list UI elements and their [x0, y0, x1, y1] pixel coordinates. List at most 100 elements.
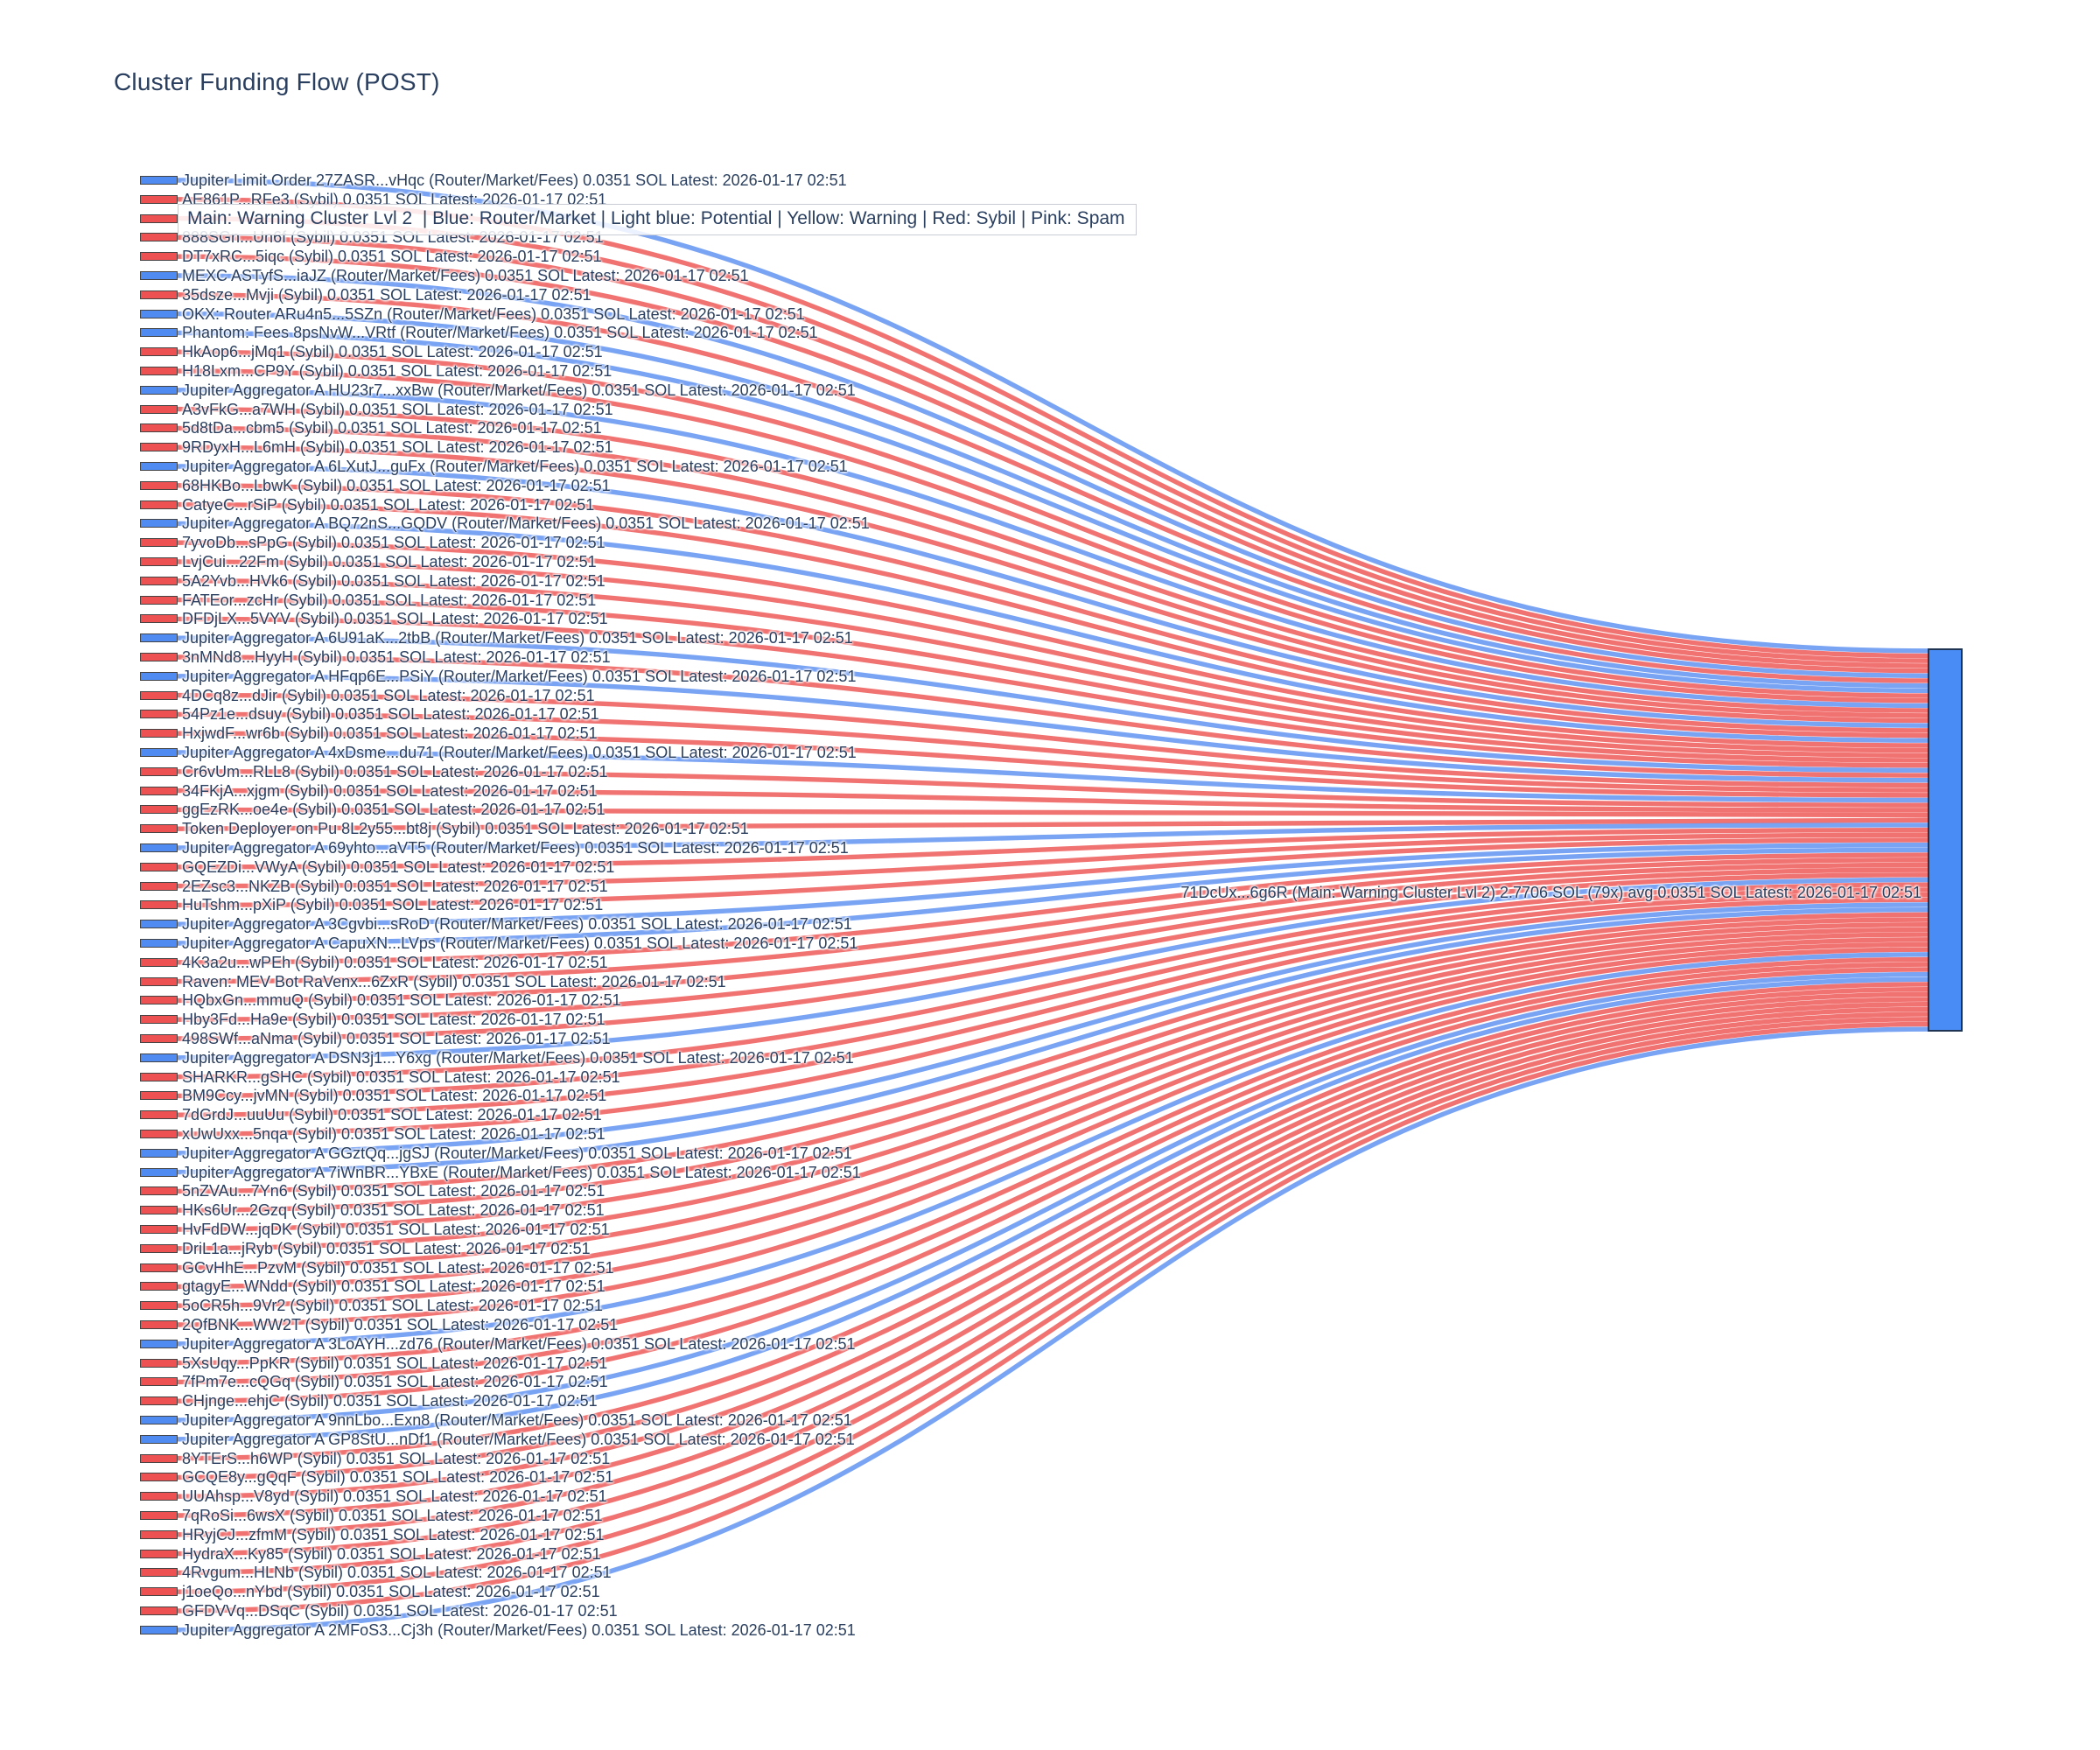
- flow-link[interactable]: [177, 887, 1928, 1099]
- source-node[interactable]: [140, 653, 178, 662]
- source-node[interactable]: [140, 271, 178, 280]
- source-node[interactable]: [140, 404, 178, 414]
- flow-link[interactable]: [177, 976, 1928, 1442]
- source-node[interactable]: [140, 748, 178, 757]
- source-node[interactable]: [140, 1148, 178, 1158]
- source-node[interactable]: [140, 824, 178, 834]
- flow-link[interactable]: [177, 788, 1928, 813]
- flow-link[interactable]: [177, 971, 1928, 1423]
- source-node[interactable]: [140, 1072, 178, 1082]
- source-node[interactable]: [140, 576, 178, 585]
- flow-link[interactable]: [177, 962, 1928, 1385]
- flow-link[interactable]: [177, 952, 1928, 1347]
- source-node[interactable]: [140, 1130, 178, 1138]
- source-node[interactable]: [140, 538, 178, 548]
- flow-link[interactable]: [177, 967, 1928, 1404]
- flow-link[interactable]: [177, 349, 1928, 698]
- flow-link[interactable]: [177, 947, 1928, 1327]
- source-node[interactable]: [140, 1396, 178, 1406]
- flow-link[interactable]: [177, 578, 1928, 758]
- source-node[interactable]: [140, 176, 178, 185]
- source-node[interactable]: [140, 252, 178, 262]
- flow-link[interactable]: [177, 906, 1928, 1175]
- flow-link[interactable]: [177, 464, 1928, 728]
- source-node[interactable]: [140, 1186, 178, 1196]
- source-node[interactable]: [140, 1225, 178, 1234]
- flow-link[interactable]: [177, 750, 1928, 803]
- flow-link[interactable]: [177, 872, 1928, 1041]
- source-node[interactable]: [140, 1301, 178, 1311]
- flow-link[interactable]: [177, 234, 1928, 668]
- source-node[interactable]: [140, 1263, 178, 1272]
- flow-link[interactable]: [177, 388, 1928, 709]
- source-node[interactable]: [140, 710, 178, 719]
- source-node[interactable]: [140, 462, 178, 471]
- flow-link[interactable]: [177, 635, 1928, 774]
- source-node[interactable]: [140, 1091, 178, 1101]
- source-node[interactable]: [140, 1606, 178, 1615]
- source-node[interactable]: [140, 385, 178, 395]
- flow-link[interactable]: [177, 1002, 1928, 1537]
- source-node[interactable]: [140, 805, 178, 815]
- source-node[interactable]: [140, 1473, 178, 1482]
- source-node[interactable]: [140, 1530, 178, 1539]
- flow-link[interactable]: [177, 215, 1928, 663]
- flow-link[interactable]: [177, 444, 1928, 724]
- source-node[interactable]: [140, 290, 178, 299]
- source-node[interactable]: [140, 957, 178, 967]
- source-node[interactable]: [140, 900, 178, 910]
- flow-link[interactable]: [177, 837, 1928, 908]
- source-node[interactable]: [140, 347, 178, 357]
- source-node[interactable]: [140, 939, 178, 948]
- source-node[interactable]: [140, 309, 178, 318]
- source-node[interactable]: [140, 844, 178, 852]
- flow-link[interactable]: [177, 674, 1928, 783]
- flow-link[interactable]: [177, 982, 1928, 1461]
- flow-link[interactable]: [177, 892, 1928, 1117]
- source-node[interactable]: [140, 1434, 178, 1444]
- source-node[interactable]: [140, 480, 178, 490]
- flow-link[interactable]: [177, 956, 1928, 1366]
- flow-link[interactable]: [177, 521, 1928, 743]
- flow-link[interactable]: [177, 822, 1928, 850]
- flow-link[interactable]: [177, 858, 1928, 984]
- source-node[interactable]: [140, 1625, 178, 1634]
- flow-link[interactable]: [177, 597, 1928, 763]
- source-node[interactable]: [140, 500, 178, 509]
- flow-link[interactable]: [177, 483, 1928, 733]
- source-node[interactable]: [140, 671, 178, 681]
- flow-link[interactable]: [177, 330, 1928, 694]
- source-node[interactable]: [140, 214, 178, 223]
- source-node[interactable]: [140, 1492, 178, 1502]
- flow-link[interactable]: [177, 912, 1928, 1194]
- source-node[interactable]: [140, 1377, 178, 1387]
- flow-link[interactable]: [177, 917, 1928, 1213]
- source-node[interactable]: [140, 1243, 178, 1253]
- source-node[interactable]: [140, 1453, 178, 1463]
- source-node[interactable]: [140, 519, 178, 528]
- source-node[interactable]: [140, 634, 178, 643]
- flow-link[interactable]: [177, 852, 1928, 965]
- source-node[interactable]: [140, 920, 178, 929]
- flow-link[interactable]: [177, 273, 1928, 678]
- source-node[interactable]: [140, 233, 178, 242]
- source-node[interactable]: [140, 1416, 178, 1424]
- flow-link[interactable]: [177, 986, 1928, 1480]
- flow-link[interactable]: [177, 1012, 1928, 1576]
- source-node[interactable]: [140, 328, 178, 338]
- flow-link[interactable]: [177, 1017, 1928, 1594]
- source-node[interactable]: [140, 1568, 178, 1578]
- source-node[interactable]: [140, 194, 178, 204]
- flow-link[interactable]: [177, 847, 1928, 946]
- flow-link[interactable]: [177, 1026, 1928, 1633]
- flow-link[interactable]: [177, 540, 1928, 748]
- flow-link[interactable]: [177, 902, 1928, 1156]
- flow-link[interactable]: [177, 731, 1928, 798]
- flow-link[interactable]: [177, 692, 1928, 788]
- source-node[interactable]: [140, 595, 178, 605]
- flow-link[interactable]: [177, 501, 1928, 738]
- source-node[interactable]: [140, 729, 178, 738]
- source-node[interactable]: [140, 1034, 178, 1043]
- flow-link[interactable]: [177, 922, 1928, 1232]
- flow-link[interactable]: [177, 1006, 1928, 1557]
